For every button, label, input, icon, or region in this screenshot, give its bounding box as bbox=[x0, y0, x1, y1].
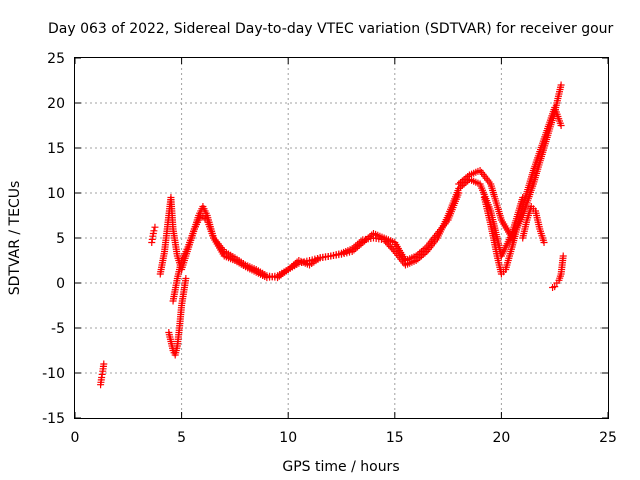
x-tick-label: 15 bbox=[386, 430, 404, 446]
data-point bbox=[386, 242, 394, 250]
series-arc-main-b bbox=[169, 176, 527, 305]
y-tick-label: 20 bbox=[47, 96, 65, 112]
y-tick-label: 15 bbox=[47, 141, 65, 157]
series-arc-main-a bbox=[156, 189, 463, 282]
data-point bbox=[151, 223, 159, 231]
series-arc-late-b bbox=[480, 104, 565, 278]
y-tick-label: 0 bbox=[56, 276, 65, 292]
series-arc-late-a bbox=[455, 81, 565, 242]
data-point bbox=[559, 252, 567, 260]
series-arc-end bbox=[549, 252, 567, 291]
x-axis-label: GPS time / hours bbox=[282, 459, 399, 475]
y-tick-label: -5 bbox=[51, 321, 65, 337]
tick-labels: 0 5 10 15 20 25 25 20 15 10 5 0 -5 -10 -15 bbox=[42, 51, 617, 446]
x-tick-label: 25 bbox=[599, 430, 617, 446]
y-tick-label: 5 bbox=[56, 231, 65, 247]
x-tick-label: 20 bbox=[492, 430, 510, 446]
data-point bbox=[385, 241, 393, 249]
series-arc-dip bbox=[165, 275, 190, 359]
data-series bbox=[97, 81, 567, 389]
y-axis-label: SDTVAR / TECUs bbox=[7, 181, 23, 296]
plot-frame bbox=[74, 57, 609, 419]
series-arc-early bbox=[97, 360, 108, 389]
chart-title: Day 063 of 2022, Sidereal Day-to-day VTE… bbox=[48, 21, 614, 37]
data-point bbox=[100, 360, 108, 368]
y-tick-label: 25 bbox=[47, 51, 65, 67]
y-tick-label: -15 bbox=[42, 411, 65, 427]
x-tick-label: 0 bbox=[71, 430, 80, 446]
y-tick-label: -10 bbox=[42, 366, 65, 382]
data-point bbox=[540, 239, 548, 246]
series-arc-late-c bbox=[519, 203, 548, 246]
data-point bbox=[382, 237, 390, 245]
data-point bbox=[557, 122, 565, 129]
data-point bbox=[380, 236, 388, 244]
grid-lines bbox=[75, 58, 608, 418]
data-point bbox=[557, 81, 565, 89]
data-point bbox=[388, 244, 396, 252]
series-arc-3.6h bbox=[148, 223, 159, 246]
x-tick-label: 10 bbox=[279, 430, 297, 446]
data-point bbox=[182, 275, 190, 282]
data-point bbox=[551, 283, 559, 291]
data-point bbox=[150, 227, 158, 235]
x-tick-label: 5 bbox=[177, 430, 186, 446]
y-tick-label: 10 bbox=[47, 186, 65, 202]
data-point bbox=[389, 246, 397, 254]
data-point bbox=[383, 239, 391, 247]
